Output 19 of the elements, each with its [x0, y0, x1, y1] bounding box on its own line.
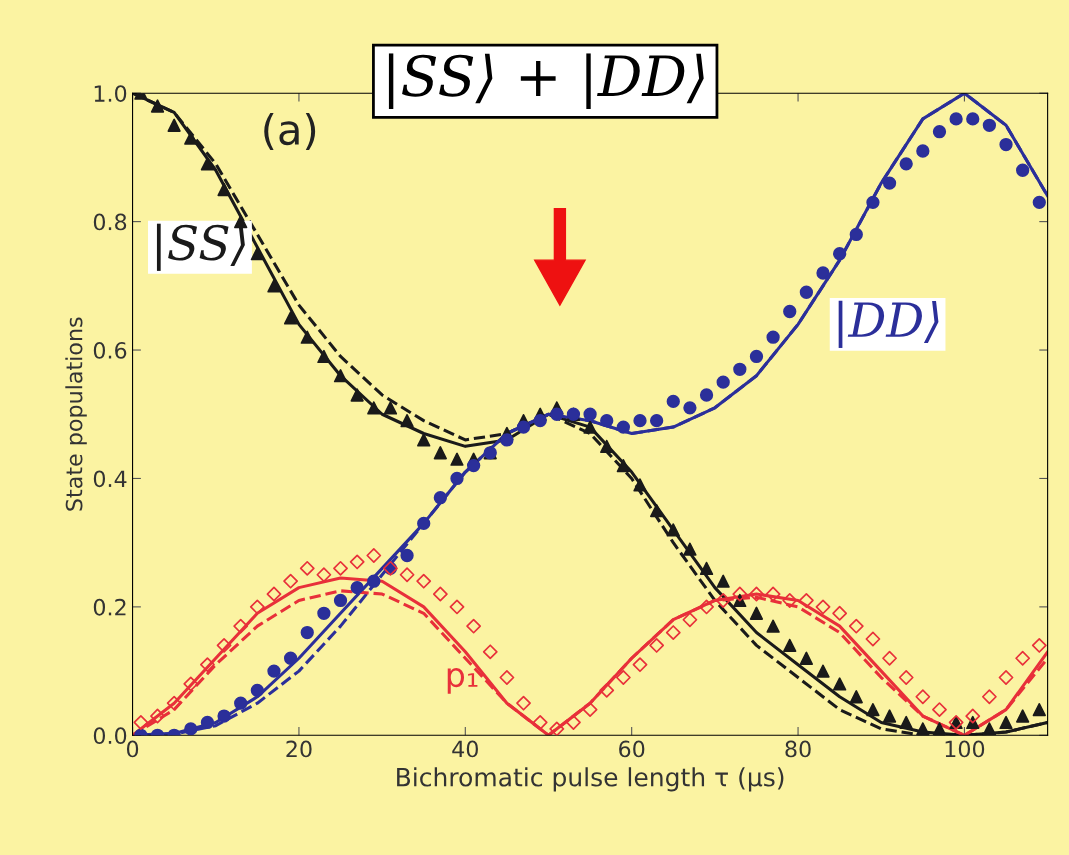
y-tick-label: 0.2: [93, 598, 126, 616]
y-tick-label: 1.0: [94, 85, 127, 102]
y-tick-label: 0.8: [93, 213, 127, 231]
y-tick-label: 0.6: [93, 341, 127, 359]
annotation: |SS⟩ + |DD⟩: [388, 53, 704, 109]
x-tick-label: 100: [945, 740, 985, 758]
x-tick-label: 80: [785, 740, 811, 758]
y-tick-label: 0.4: [93, 470, 127, 488]
annotation: (a): [264, 112, 316, 151]
series-label: |DD⟩: [838, 300, 939, 348]
x-tick-label: 0: [126, 740, 139, 758]
x-axis-title: Bichromatic pulse length τ (μs): [397, 767, 784, 792]
x-tick-label: 20: [286, 740, 312, 758]
x-tick-label: 40: [452, 740, 478, 758]
series-label: p₁: [447, 668, 478, 694]
y-axis-title: State populations: [65, 317, 87, 511]
x-tick-label: 60: [619, 740, 645, 758]
series-label: |SS⟩: [156, 223, 245, 271]
y-tick-label: 0.0: [93, 727, 127, 745]
